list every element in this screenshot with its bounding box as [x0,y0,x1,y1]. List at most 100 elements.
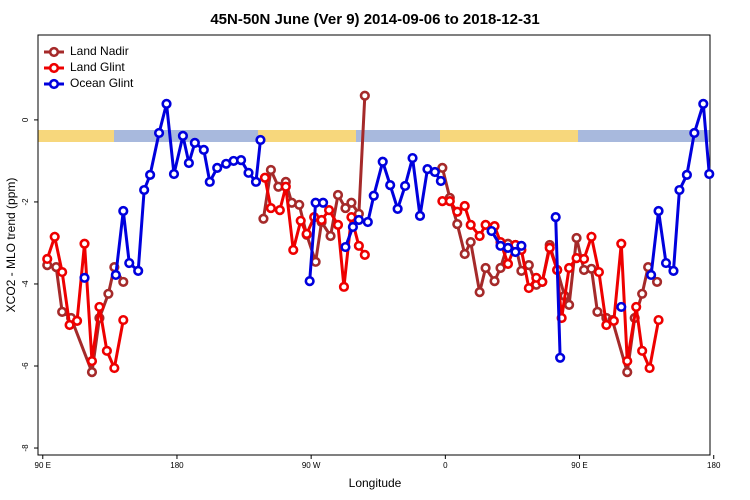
data-point [637,288,648,299]
data-point [586,231,597,242]
data-point [407,152,418,164]
land-band [38,130,114,142]
data-point [109,362,120,374]
data-point [459,200,470,212]
data-point [544,242,555,253]
data-point [86,367,98,378]
legend-marker [48,46,60,58]
data-point [204,176,215,187]
data-point [353,240,364,251]
data-point [571,232,582,244]
data-point [459,248,470,260]
chart-title: 45N-50N June (Ver 9) 2014-09-06 to 2018-… [210,11,539,28]
data-point [414,210,426,221]
data-point [168,168,180,180]
data-point [198,144,209,155]
y-tick-label: 0 [21,117,30,122]
data-point [145,169,156,180]
x-tick-label: 90 E [571,461,587,470]
data-point [437,162,448,173]
data-point [480,262,491,274]
y-tick-label: -8 [21,444,30,452]
data-point [516,240,527,251]
x-tick-label: 0 [443,461,448,470]
data-point [288,244,299,256]
data-point [429,166,441,178]
data-point [259,172,271,183]
data-point [601,319,612,331]
y-tick-label: -6 [21,362,30,370]
data-point [79,272,90,283]
x-tick-label: 90 W [302,461,321,470]
legend-marker [48,78,60,90]
ocean-band [356,130,440,142]
data-point [274,205,285,216]
data-point [57,306,68,317]
data-point [86,355,98,367]
data-point [353,214,364,226]
data-point [316,214,327,226]
data-point [444,196,455,207]
x-tick-label: 180 [707,461,721,470]
data-point [537,276,548,288]
data-point [280,181,291,192]
data-point [304,275,315,287]
data-point [294,199,305,210]
data-point [124,257,135,269]
data-point [616,238,627,249]
data-point [668,265,679,276]
data-point [653,205,664,217]
ocean-band [578,130,710,142]
data-point [465,219,476,231]
data-point [608,315,619,326]
data-point [332,189,344,201]
data-point [64,319,75,331]
data-point [495,262,506,274]
data-point [486,225,497,237]
data-point [368,190,379,201]
data-point [103,288,114,299]
data-point [118,205,129,217]
land-mask-strip [38,130,710,142]
data-point [660,257,672,269]
x-tick-label: 180 [170,461,184,470]
data-point [118,314,129,326]
data-point [563,262,575,274]
data-point [212,162,223,173]
data-point [622,355,633,367]
data-point [177,130,189,141]
data-point [651,276,663,288]
data-point [295,215,306,226]
data-point [57,266,68,278]
data-point [399,180,411,192]
data-point [153,127,165,139]
x-tick-label: 90 E [35,461,51,470]
plot-frame [37,34,711,456]
data-point [183,157,194,169]
data-point [592,306,603,317]
y-axis-label: XCO2 - MLO trend (ppm) [4,178,18,313]
data-point [325,230,336,242]
data-point [362,216,373,228]
data-point [265,164,276,176]
data-point [510,246,521,258]
data-point [301,228,312,240]
data-point [653,314,664,326]
data-point [346,197,357,208]
data-point [474,230,485,242]
legend-marker [48,62,60,74]
data-point [317,197,329,208]
data-point [255,134,266,146]
data-point [94,301,105,313]
data-point [79,238,90,249]
data-point [681,169,692,180]
data-point [480,219,491,231]
data-point [359,249,370,260]
data-point [258,213,269,224]
data-point [347,221,359,233]
data-point [452,218,463,230]
data-point [110,269,121,281]
data-point [616,301,627,313]
data-point [644,362,655,374]
